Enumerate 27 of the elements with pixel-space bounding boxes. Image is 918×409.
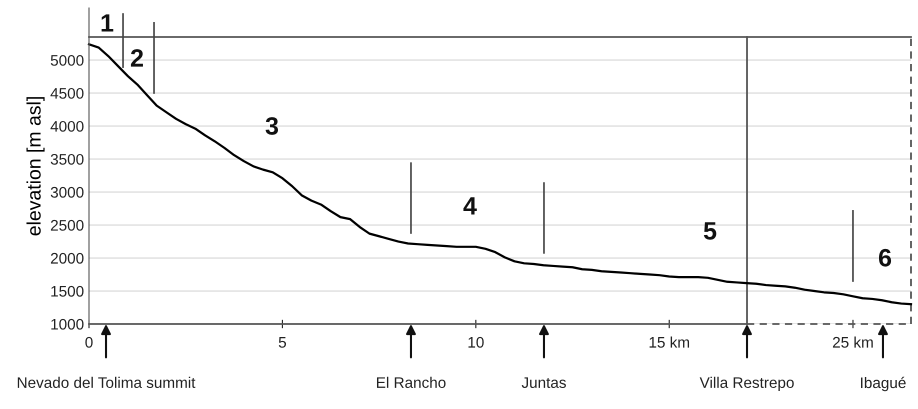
text: Ibagué (861, 376, 906, 392)
y-tick-label: 2500 (50, 220, 84, 231)
annotation: 4 (463, 197, 477, 214)
y-tick-label: 2000 (50, 252, 84, 264)
y-tick-label: 1000 (51, 318, 84, 330)
x-tick-label: 15 km (650, 336, 690, 348)
x-tick-label: 10 (468, 336, 484, 348)
annotation: 3 (266, 117, 278, 135)
annotation: 6 (878, 248, 892, 267)
y-tick-label: 3500 (50, 154, 84, 165)
text: Nevado del Tolima summit (18, 376, 196, 388)
annotation: 5 (704, 222, 716, 240)
y-tick-label: 3000 (50, 186, 84, 198)
text: Juntas (522, 377, 566, 388)
text: Villa Restrepo (700, 376, 794, 392)
annotation: 2 (130, 49, 143, 67)
annotation: 1 (102, 14, 114, 32)
y-tick-label: 4000 (50, 120, 84, 132)
y-tick-label: 1500 (51, 286, 84, 297)
y-tick-label: 4500 (50, 88, 84, 99)
y-tick-label: 5000 (50, 54, 84, 66)
y-axis-title: elevation [m asl] (26, 97, 45, 236)
x-tick-label: 0 (85, 336, 93, 348)
text: El Rancho (376, 376, 446, 388)
x-tick-label: 5 (278, 337, 286, 348)
line-series (88, 43, 912, 306)
x-tick-label: 25 km (832, 336, 873, 348)
